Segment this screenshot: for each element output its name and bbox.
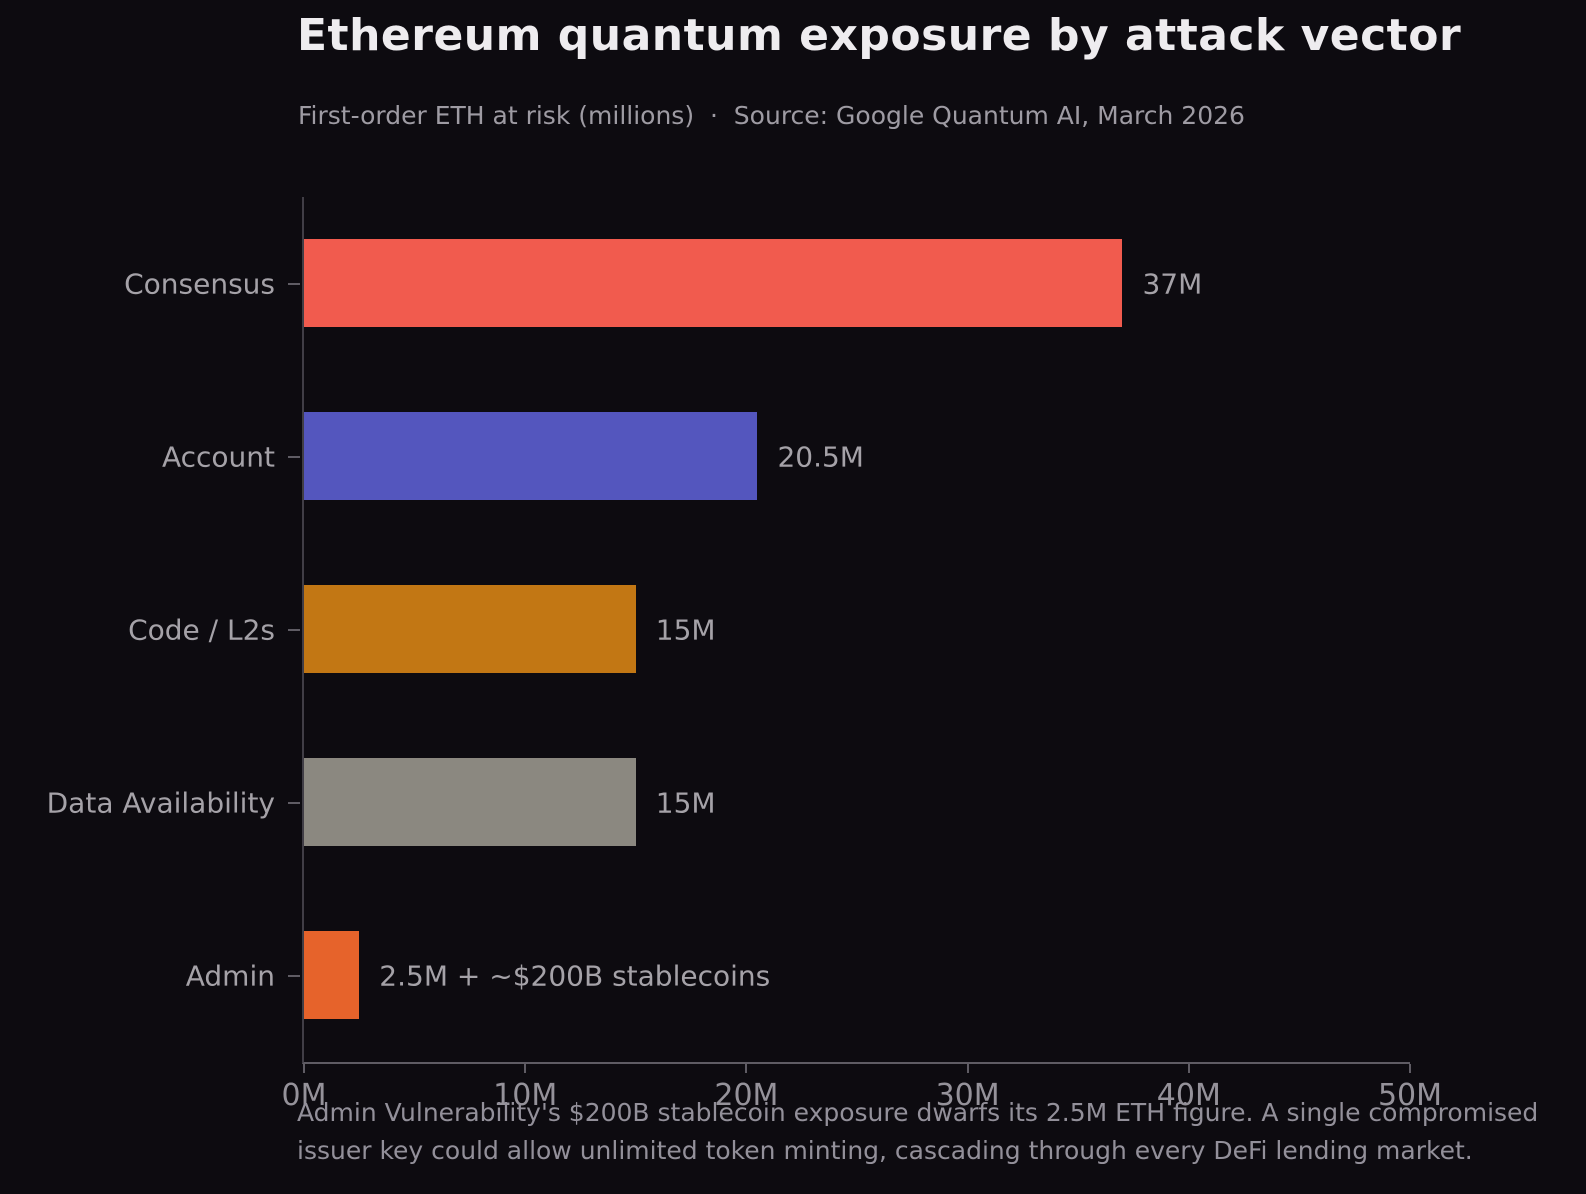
x-tick-label: 40M: [1156, 1078, 1221, 1113]
category-label: Code / L2s: [128, 613, 275, 646]
y-tick-mark: [288, 974, 300, 977]
x-tick-mark: [745, 1064, 748, 1073]
x-tick-label: 30M: [935, 1078, 1000, 1113]
category-label: Data Availability: [46, 786, 275, 819]
bar: [304, 412, 758, 500]
bar-rows: Consensus 37M Account 20.5M Code / L2s 15M Dat…: [47, 197, 1410, 1062]
bar: [304, 239, 1123, 327]
footnote: Admin Vulnerability's $200B stablecoin e…: [297, 1098, 1539, 1165]
category-label: Admin: [185, 959, 275, 992]
category-label: Account: [161, 440, 275, 473]
y-tick-mark: [288, 282, 300, 285]
y-tick-mark: [288, 628, 300, 631]
x-tick-label: 10M: [493, 1078, 558, 1113]
x-tick-label: 20M: [714, 1078, 779, 1113]
value-label: 2.5M + ~$200B stablecoins: [379, 959, 771, 992]
bar-row: Data Availability 15M: [47, 716, 1410, 889]
bar: [304, 931, 360, 1019]
x-tick-mark: [1187, 1064, 1190, 1073]
bar: [304, 758, 636, 846]
chart-title: Ethereum quantum exposure by attack vect…: [297, 10, 1462, 61]
chart-subtitle: First-order ETH at risk (millions) · Sou…: [298, 101, 1245, 130]
bar-row: Consensus 37M: [124, 197, 1410, 370]
value-label: 37M: [1142, 267, 1203, 300]
category-label: Consensus: [124, 267, 275, 300]
y-tick-mark: [288, 801, 300, 804]
bar-row: Account 20.5M: [162, 370, 1410, 543]
value-label: 15M: [655, 786, 716, 819]
x-tick-mark: [966, 1064, 969, 1073]
bar-row: Admin 2.5M + ~$200B stablecoins: [186, 889, 1410, 1062]
value-label: 15M: [655, 613, 716, 646]
x-tick-mark: [303, 1064, 305, 1073]
x-tick-mark: [524, 1064, 527, 1073]
bar: [304, 585, 636, 673]
y-tick-mark: [288, 455, 300, 458]
x-tick-label: 0M: [281, 1078, 327, 1113]
x-tick-label: 50M: [1377, 1078, 1443, 1113]
bar-row: Code / L2s 15M: [128, 543, 1410, 716]
x-tick-mark: [1409, 1064, 1411, 1073]
plot-area: Consensus 37M Account 20.5M Code / L2s 15M Dat…: [47, 197, 1442, 1113]
value-label: 20.5M: [777, 440, 864, 473]
